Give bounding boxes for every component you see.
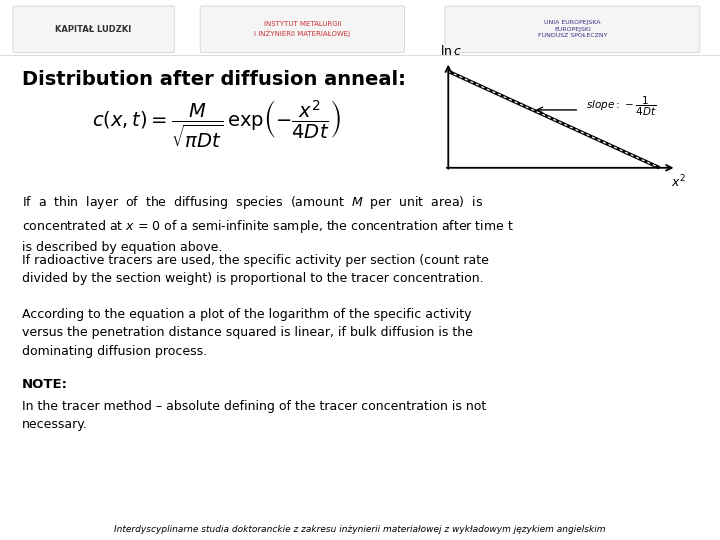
FancyBboxPatch shape xyxy=(200,6,405,52)
Text: If radioactive tracers are used, the specific activity per section (count rate
d: If radioactive tracers are used, the spe… xyxy=(22,254,488,285)
Text: Interdyscyplinarne studia doktoranckie z zakresu inżynierii materiałowej z wykła: Interdyscyplinarne studia doktoranckie z… xyxy=(114,524,606,534)
FancyBboxPatch shape xyxy=(445,6,700,52)
Text: Distribution after diffusion anneal:: Distribution after diffusion anneal: xyxy=(22,70,405,89)
Text: $\mathit{slope:}\,-\dfrac{1}{4Dt}$: $\mathit{slope:}\,-\dfrac{1}{4Dt}$ xyxy=(585,94,656,118)
Text: According to the equation a plot of the logarithm of the specific activity
versu: According to the equation a plot of the … xyxy=(22,308,472,358)
Text: $c(x,t) = \dfrac{M}{\sqrt{\pi Dt}}\,\exp\!\left(-\dfrac{x^2}{4Dt}\right)$: $c(x,t) = \dfrac{M}{\sqrt{\pi Dt}}\,\exp… xyxy=(91,99,341,150)
Text: If  a  thin  layer  of  the  diffusing  species  (amount  $M$  per  unit  area) : If a thin layer of the diffusing species… xyxy=(22,194,513,253)
FancyBboxPatch shape xyxy=(13,6,174,52)
Text: $x^2$: $x^2$ xyxy=(671,173,686,190)
Text: $\mathrm{ln}\,c$: $\mathrm{ln}\,c$ xyxy=(440,44,462,58)
Text: INSTYTUT METALURGII
I INŻYNIERII MATERIAŁOWEJ: INSTYTUT METALURGII I INŻYNIERII MATERIA… xyxy=(254,21,351,37)
Text: UNIA EUROPEJSKA
EUROPEJSKI
FUNDUSZ SPOŁECZNY: UNIA EUROPEJSKA EUROPEJSKI FUNDUSZ SPOŁE… xyxy=(538,21,607,38)
Text: In the tracer method – absolute defining of the tracer concentration is not
nece: In the tracer method – absolute defining… xyxy=(22,400,486,431)
Text: KAPITAŁ LUDZKI: KAPITAŁ LUDZKI xyxy=(55,25,132,33)
Text: NOTE:: NOTE: xyxy=(22,378,68,391)
